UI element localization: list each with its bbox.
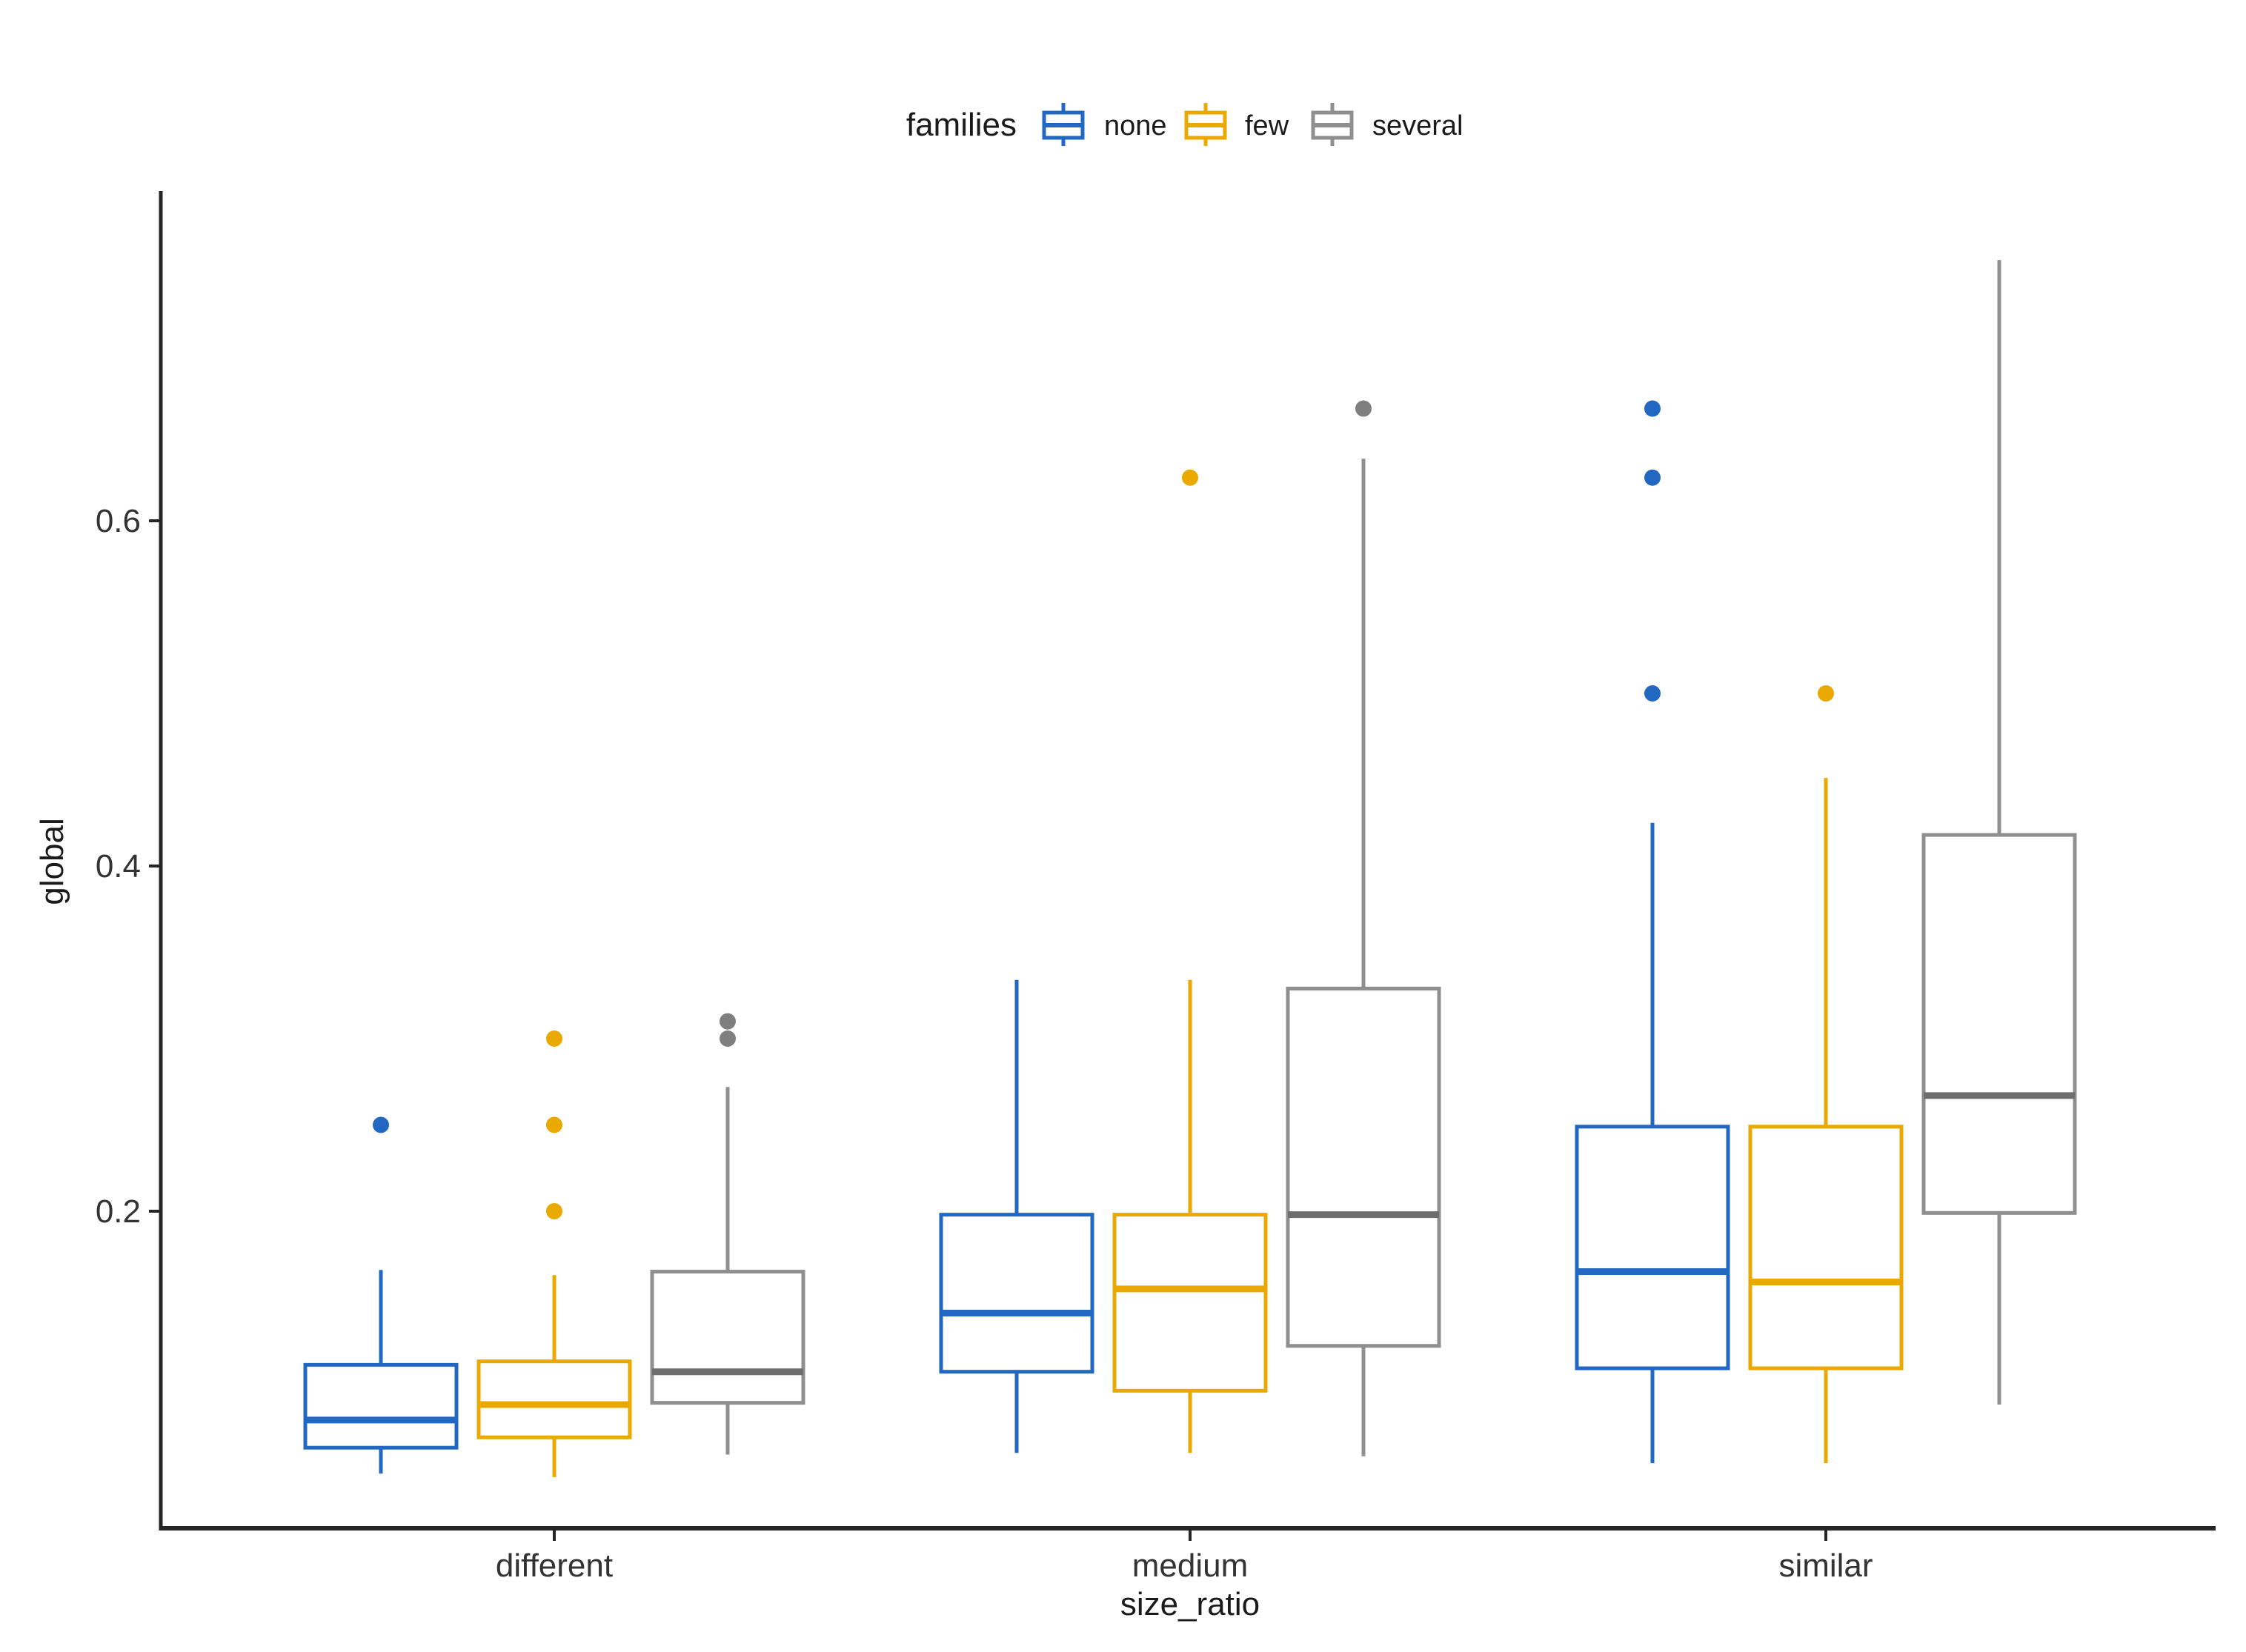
box-several-similar: [1921, 260, 2077, 1405]
box-none-different: [303, 1116, 459, 1474]
iqr-box: [1112, 1213, 1268, 1393]
legend-keys: [1042, 103, 1354, 146]
iqr-box: [650, 1270, 805, 1405]
legend-label-few: few: [1245, 110, 1289, 141]
box-several-different: [650, 1013, 805, 1455]
box-none-medium: [939, 979, 1094, 1453]
iqr-box: [1748, 1125, 1904, 1370]
box-few-medium: [1112, 469, 1268, 1453]
legend-key-few-icon: [1184, 103, 1227, 146]
box-few-different: [476, 1030, 632, 1477]
outlier-dot: [1644, 400, 1661, 417]
outlier-dot: [720, 1013, 736, 1030]
box-several-medium: [1286, 400, 1441, 1456]
outlier-dot: [1644, 685, 1661, 702]
x-axis-title: size_ratio: [1120, 1586, 1260, 1622]
plot-area: [303, 260, 2077, 1477]
y-tick-label-0.2: 0.2: [96, 1193, 141, 1230]
iqr-box: [476, 1359, 632, 1439]
x-tick-label-similar: similar: [1778, 1548, 1873, 1584]
outlier-dot: [1355, 400, 1372, 417]
outlier-dot: [1644, 469, 1661, 486]
outlier-dot: [546, 1203, 562, 1219]
box-few-similar: [1748, 685, 1904, 1464]
x-tick-label-medium: medium: [1132, 1548, 1249, 1584]
outlier-dot: [1182, 469, 1198, 486]
outlier-dot: [373, 1116, 389, 1133]
outlier-dot: [720, 1030, 736, 1047]
x-tick-label-different: different: [496, 1548, 613, 1584]
iqr-box: [1575, 1125, 1730, 1370]
legend-key-several-icon: [1311, 103, 1354, 146]
iqr-box: [939, 1213, 1094, 1374]
x-axis: different medium similar size_ratio: [159, 1526, 2216, 1622]
y-axis: 0.2 0.4 0.6 global: [34, 191, 163, 1531]
y-axis-title: global: [34, 818, 70, 905]
iqr-box: [1286, 986, 1441, 1348]
outlier-dot: [546, 1116, 562, 1133]
legend: families none few several: [906, 103, 1463, 146]
iqr-box: [303, 1362, 459, 1450]
outlier-dot: [1818, 685, 1834, 702]
y-tick-label-0.6: 0.6: [96, 503, 141, 539]
legend-title: families: [906, 107, 1017, 143]
box-none-similar: [1575, 400, 1730, 1464]
y-tick-label-0.4: 0.4: [96, 848, 141, 885]
iqr-box: [1921, 833, 2077, 1215]
legend-label-none: none: [1104, 110, 1167, 141]
outlier-dot: [546, 1030, 562, 1047]
legend-key-none-icon: [1042, 103, 1085, 146]
legend-label-several: several: [1372, 110, 1463, 141]
